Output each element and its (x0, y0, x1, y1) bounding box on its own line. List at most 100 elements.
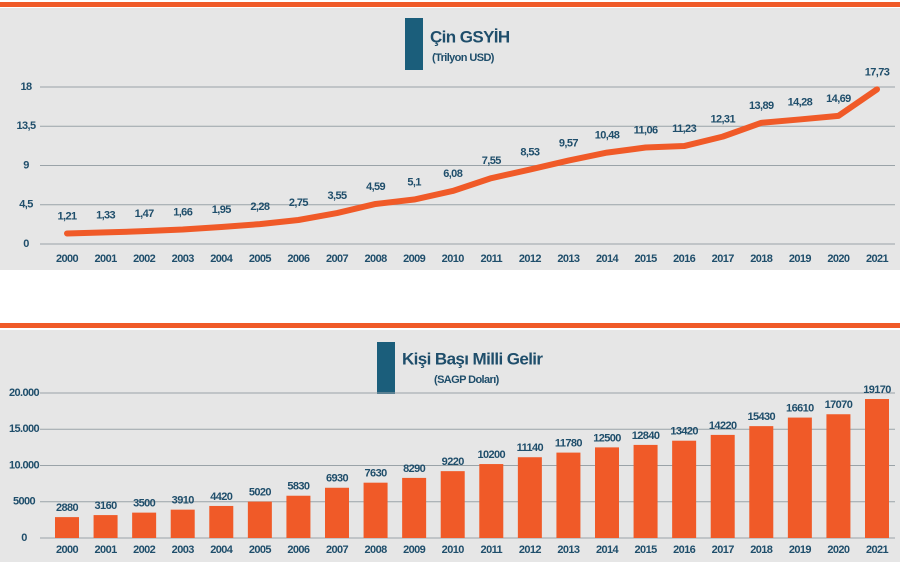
data-label: 3500 (133, 498, 156, 510)
data-label: 2,75 (289, 197, 308, 209)
data-label: 13,89 (749, 100, 774, 112)
x-tick-label: 2012 (519, 253, 542, 265)
y-tick-label: 9 (23, 159, 29, 171)
x-tick-label: 2020 (827, 253, 850, 265)
data-label: 11,23 (672, 123, 696, 135)
bar (479, 464, 504, 538)
chart-title: Çin GSYİH (430, 27, 510, 46)
y-tick-label: 15.000 (9, 423, 40, 435)
x-tick-label: 2016 (673, 544, 696, 556)
x-tick-label: 2010 (442, 253, 465, 265)
y-tick-label: 13,5 (16, 120, 35, 132)
data-label: 3910 (172, 495, 195, 507)
data-label: 3160 (95, 500, 118, 512)
x-tick-label: 2017 (712, 253, 735, 265)
y-tick-label: 20.000 (9, 387, 40, 399)
data-label: 1,95 (212, 204, 231, 216)
data-label: 12500 (593, 432, 621, 444)
data-label: 5830 (287, 481, 310, 493)
x-tick-label: 2011 (481, 544, 503, 556)
data-label: 2880 (56, 502, 79, 514)
x-tick-label: 2014 (596, 544, 620, 556)
data-label: 10,48 (595, 129, 620, 141)
x-tick-label: 2002 (133, 544, 156, 556)
x-tick-label: 2006 (287, 544, 310, 556)
x-tick-label: 2018 (750, 544, 773, 556)
x-tick-label: 2021 (866, 253, 889, 265)
title-marker (377, 342, 395, 394)
x-tick-label: 2004 (210, 253, 234, 265)
title-marker (405, 18, 423, 70)
x-tick-label: 2015 (635, 253, 658, 265)
x-tick-label: 2014 (596, 253, 620, 265)
x-tick-label: 2000 (56, 544, 79, 556)
x-tick-label: 2017 (712, 544, 735, 556)
x-tick-label: 2006 (287, 253, 310, 265)
bar (556, 452, 581, 538)
bar (209, 505, 234, 538)
y-tick-label: 0 (21, 532, 27, 544)
x-tick-label: 2001 (95, 544, 118, 556)
x-tick-label: 2018 (750, 253, 773, 265)
data-label: 9220 (442, 456, 465, 468)
top-rule (0, 2, 900, 7)
x-tick-label: 2001 (95, 253, 118, 265)
data-label: 9,57 (559, 137, 578, 149)
x-tick-label: 2000 (56, 253, 79, 265)
bar (363, 482, 388, 538)
data-label: 14220 (709, 420, 737, 432)
x-tick-label: 2013 (557, 253, 580, 265)
x-tick-label: 2002 (133, 253, 156, 265)
bar (402, 477, 427, 538)
data-label: 17070 (825, 399, 853, 411)
top-rule (0, 323, 900, 328)
y-tick-label: 18 (20, 81, 32, 93)
x-tick-label: 2009 (403, 544, 426, 556)
data-label: 3,55 (327, 190, 346, 202)
data-label: 11,06 (634, 124, 658, 136)
data-label: 4420 (210, 491, 233, 503)
bar (440, 471, 465, 538)
bar (710, 434, 735, 538)
data-label: 14,28 (788, 96, 813, 108)
data-label: 19170 (863, 384, 891, 396)
line (64, 86, 880, 237)
data-label: 1,47 (135, 208, 154, 220)
bar (325, 487, 349, 538)
bar (93, 515, 118, 538)
x-tick-label: 2005 (249, 544, 272, 556)
x-tick-label: 2012 (519, 544, 542, 556)
bar (595, 447, 619, 538)
data-label: 1,33 (96, 209, 115, 221)
bar (517, 457, 542, 538)
chart-title: Kişi Başı Milli Gelir (402, 349, 543, 368)
data-label: 16610 (786, 402, 814, 414)
data-label: 8,53 (520, 147, 539, 159)
x-tick-label: 2008 (365, 253, 388, 265)
data-label: 10200 (477, 449, 505, 461)
data-label: 5020 (249, 487, 272, 499)
x-tick-label: 2013 (557, 544, 580, 556)
x-tick-label: 2005 (249, 253, 272, 265)
data-label: 1,66 (173, 206, 192, 218)
y-tick-label: 5000 (13, 496, 36, 508)
data-label: 5,1 (407, 176, 421, 188)
x-tick-label: 2019 (789, 253, 812, 265)
data-label: 1,21 (57, 210, 76, 222)
x-tick-label: 2003 (172, 544, 195, 556)
data-label: 14,69 (826, 93, 851, 105)
chart-subtitle: (SAGP Doları) (434, 374, 500, 386)
y-tick-label: 4,5 (19, 199, 33, 211)
x-tick-label: 2016 (673, 253, 696, 265)
data-label: 7,55 (482, 155, 501, 167)
y-tick-label: 0 (23, 238, 29, 250)
chart-subtitle: (Trilyon USD) (432, 52, 495, 64)
bar (787, 417, 812, 538)
data-label: 6930 (326, 473, 349, 485)
x-tick-label: 2004 (210, 544, 234, 556)
data-label: 12840 (632, 430, 660, 442)
bar (749, 426, 774, 538)
x-tick-label: 2021 (866, 544, 889, 556)
data-label: 12,31 (710, 114, 735, 126)
